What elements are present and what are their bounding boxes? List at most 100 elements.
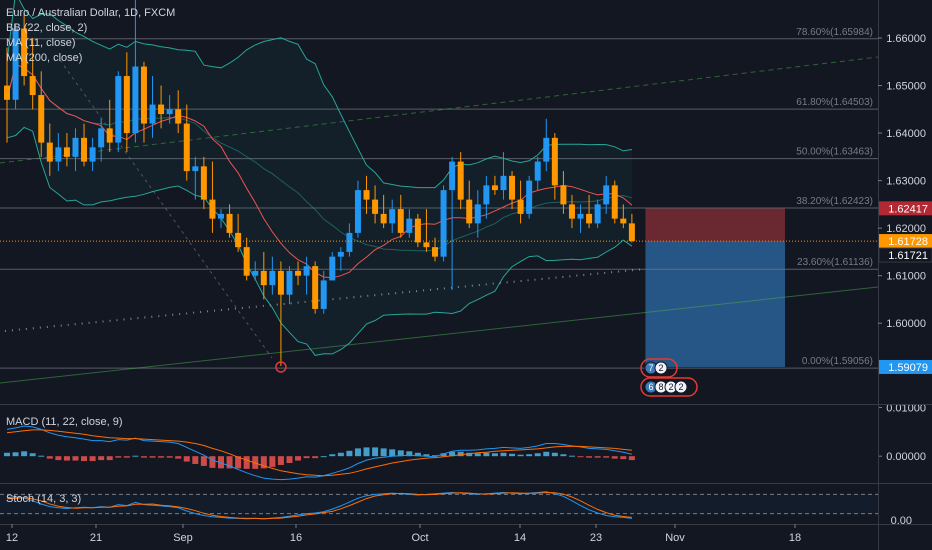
event-badge-count: 2 [678, 382, 683, 392]
macd-histogram-bar [149, 456, 156, 458]
macd-histogram-bar [269, 456, 276, 467]
candle-body [183, 123, 190, 172]
macd-histogram-bar [98, 456, 105, 461]
macd-histogram-bar [226, 456, 233, 469]
macd-histogram-bar [611, 456, 618, 459]
time-tick-label: 21 [90, 532, 102, 544]
candle-body [63, 147, 70, 157]
time-tick-label: Sep [173, 532, 193, 544]
candle-body [286, 270, 293, 295]
macd-histogram-bar [389, 449, 396, 457]
price-tick-label: 1.60000 [886, 318, 926, 330]
macd-histogram-bar [380, 448, 387, 457]
macd-histogram-bar [551, 452, 558, 457]
macd-histogram-bar [123, 456, 130, 458]
macd-histogram-bar [406, 451, 413, 457]
macd-histogram-bar [628, 456, 635, 461]
candle-body [483, 185, 490, 205]
candle-body [551, 137, 558, 186]
candle-body [397, 209, 404, 233]
candle-body [209, 199, 216, 219]
price-tick-label: 1.64000 [886, 128, 926, 140]
candle-body [457, 161, 464, 200]
price-label-box [878, 247, 932, 263]
fib-level-label: 61.80%(1.64503) [796, 97, 873, 108]
main-legend: Euro / Australian Dollar, 1D, FXCM BB (2… [6, 6, 175, 66]
indicator-ma11-label[interactable]: MA (11, close) [6, 37, 76, 49]
bb-fill [7, 0, 632, 356]
candle-body [440, 190, 447, 257]
macd-histogram-bar [466, 452, 473, 457]
candle-body [568, 204, 575, 219]
macd-histogram-bar [337, 452, 344, 457]
macd-histogram-bar [243, 456, 250, 469]
candle-body [21, 28, 28, 77]
macd-histogram-bar [21, 451, 28, 457]
macd-histogram-bar [500, 452, 507, 457]
candle-body [243, 247, 250, 276]
candle-body [38, 95, 45, 143]
macd-histogram-bar [346, 450, 353, 457]
macd-histogram-bar [303, 456, 310, 459]
fib-level-label: 50.00%(1.63463) [796, 147, 873, 158]
candle-body [192, 166, 199, 172]
macd-histogram-bar [397, 450, 404, 457]
macd-histogram-bar [423, 454, 430, 457]
macd-histogram-bar [132, 455, 139, 457]
price-label-box [879, 234, 932, 249]
candle-body [140, 66, 147, 124]
candle-body [380, 213, 387, 224]
candle-body [226, 213, 233, 233]
event-badge-count: 8 [658, 382, 663, 392]
fib-level-label: 23.60%(1.61136) [797, 257, 873, 268]
indicator-ma200-label[interactable]: MA (200, close) [6, 52, 83, 64]
macd-histogram-bar [106, 456, 113, 461]
macd-histogram-bar [158, 456, 165, 458]
candle-body [517, 199, 524, 214]
macd-histogram-bar [55, 456, 62, 461]
macd-histogram-bar [586, 456, 593, 458]
macd-histogram-bar [483, 452, 490, 457]
price-label: 1.62417 [888, 203, 928, 215]
price-label: 1.61728 [888, 236, 928, 248]
candle-body [115, 76, 122, 143]
macd-histogram-bar [192, 456, 199, 464]
candle-body [260, 270, 267, 286]
event-badges[interactable]: 7 26 8 2 2 [640, 358, 698, 397]
fib-anchor-line [59, 59, 273, 359]
symbol-title: Euro / Australian Dollar, 1D, FXCM [6, 7, 176, 19]
trend-lines [0, 56, 879, 384]
support-trendline [0, 286, 879, 384]
time-axis[interactable]: 12 21 Sep 16 Oct 14 23 Nov 18 [6, 524, 801, 544]
candle-body [449, 161, 456, 191]
candle-body [372, 199, 379, 214]
price-label-box [879, 201, 932, 216]
macd-histogram-bar [312, 456, 319, 459]
price-tick-label: 1.66000 [886, 33, 926, 45]
macd-histogram-bar [320, 456, 327, 458]
macd-histogram-bar [89, 456, 96, 462]
macd-histogram-bar [440, 453, 447, 457]
indicator-bb-label[interactable]: BB (22, close, 2) [6, 22, 88, 34]
event-badge-count: 6 [648, 382, 653, 392]
candle-body [123, 76, 130, 134]
macd-histogram-bar [286, 456, 293, 464]
macd-histogram-bar [183, 456, 190, 462]
candle-body [603, 185, 610, 205]
macd-histogram-bar [457, 451, 464, 457]
macd-histogram-bar [543, 451, 550, 457]
candle-body [620, 218, 627, 224]
macd-histogram-bar [63, 456, 70, 461]
macd-histogram-bar [372, 447, 379, 457]
candle-body [269, 270, 276, 286]
candle-body [175, 109, 182, 124]
macd-histogram-bar [526, 454, 533, 457]
time-tick-label: 14 [514, 532, 526, 544]
macd-histogram-bar [363, 447, 370, 457]
event-badge-count: 7 [648, 363, 653, 373]
macd-label[interactable]: MACD (11, 22, close, 9) [6, 416, 123, 428]
stoch-label[interactable]: Stoch (14, 3, 3) [6, 493, 82, 505]
macd-histogram-bar [38, 455, 45, 457]
